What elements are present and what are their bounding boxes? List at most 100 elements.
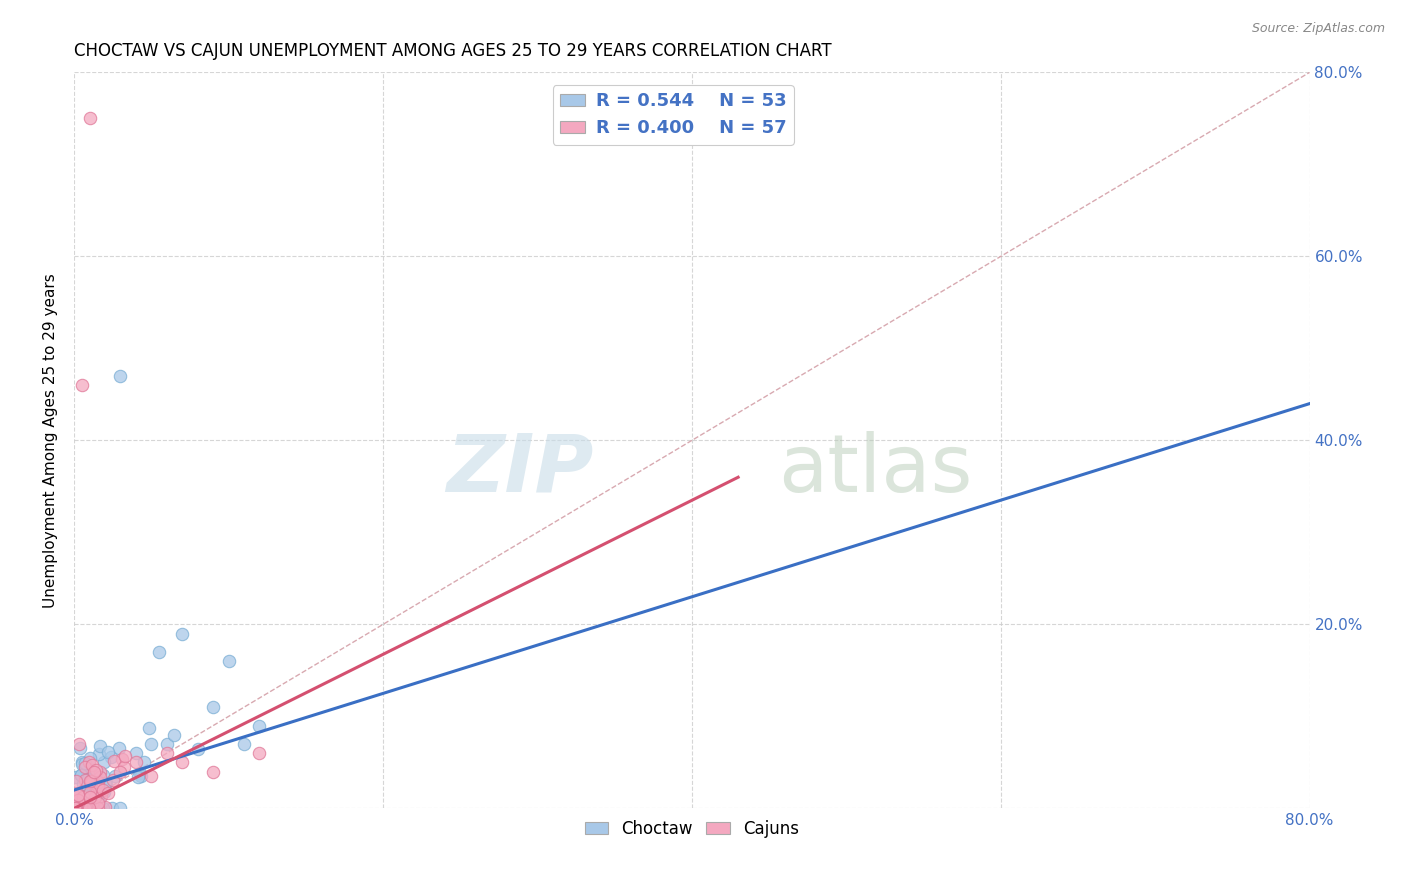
Text: atlas: atlas — [779, 431, 973, 508]
Point — [100, 750, 122, 764]
Point — [107, 740, 129, 755]
Point — [70, 755, 93, 769]
Point — [67, 788, 90, 802]
Point — [104, 769, 127, 783]
Point — [63, 801, 86, 815]
Point — [141, 769, 163, 783]
Point — [73, 772, 96, 787]
Point — [80, 757, 103, 772]
Point — [87, 779, 110, 793]
Point — [73, 756, 96, 771]
Point — [69, 768, 91, 782]
Point — [202, 764, 225, 779]
Point — [70, 378, 93, 392]
Point — [80, 790, 103, 805]
Point — [86, 772, 108, 787]
Point — [108, 801, 131, 815]
Point — [79, 774, 101, 789]
Point — [77, 801, 100, 815]
Point — [97, 786, 120, 800]
Point — [91, 768, 114, 782]
Point — [65, 801, 87, 815]
Point — [67, 792, 90, 806]
Point — [73, 768, 96, 782]
Point — [83, 764, 105, 779]
Point — [79, 112, 101, 126]
Point — [70, 801, 93, 815]
Point — [79, 785, 101, 799]
Point — [132, 756, 155, 770]
Point — [69, 768, 91, 782]
Point — [65, 774, 87, 789]
Point — [87, 801, 110, 815]
Point — [129, 769, 152, 783]
Text: Source: ZipAtlas.com: Source: ZipAtlas.com — [1251, 22, 1385, 36]
Point — [79, 790, 101, 805]
Point — [72, 790, 94, 805]
Point — [73, 801, 96, 815]
Point — [93, 785, 115, 799]
Point — [94, 800, 117, 814]
Point — [141, 737, 163, 751]
Point — [84, 789, 107, 804]
Point — [79, 789, 101, 804]
Point — [80, 776, 103, 790]
Point — [69, 799, 91, 814]
Point — [103, 754, 125, 768]
Point — [93, 756, 115, 770]
Point — [79, 774, 101, 789]
Point — [218, 654, 240, 668]
Point — [89, 797, 111, 811]
Point — [89, 739, 111, 754]
Point — [94, 776, 117, 790]
Point — [111, 752, 134, 766]
Point — [70, 757, 93, 772]
Point — [63, 801, 86, 815]
Point — [63, 794, 86, 808]
Text: ZIP: ZIP — [446, 431, 593, 508]
Point — [84, 764, 107, 778]
Point — [80, 801, 103, 815]
Point — [89, 764, 111, 779]
Point — [73, 784, 96, 798]
Point — [65, 770, 87, 784]
Point — [187, 741, 209, 756]
Point — [128, 765, 150, 780]
Point — [91, 782, 114, 797]
Point — [73, 767, 96, 781]
Point — [156, 737, 179, 751]
Point — [112, 760, 135, 774]
Point — [172, 756, 194, 770]
Point — [82, 797, 104, 811]
Point — [67, 797, 90, 811]
Point — [91, 801, 114, 815]
Point — [75, 760, 97, 774]
Point — [101, 801, 124, 815]
Point — [247, 746, 270, 760]
Point — [79, 751, 101, 765]
Point — [114, 748, 136, 763]
Point — [87, 747, 110, 762]
Y-axis label: Unemployment Among Ages 25 to 29 years: Unemployment Among Ages 25 to 29 years — [44, 273, 58, 607]
Point — [77, 789, 100, 803]
Point — [172, 626, 194, 640]
Point — [67, 737, 90, 751]
Point — [90, 789, 112, 803]
Point — [156, 746, 179, 760]
Point — [65, 801, 87, 815]
Point — [87, 774, 110, 789]
Point — [247, 718, 270, 732]
Point — [82, 769, 104, 783]
Point — [86, 782, 108, 797]
Point — [94, 776, 117, 790]
Point — [148, 645, 170, 659]
Point — [69, 740, 91, 755]
Point — [125, 746, 148, 760]
Point — [89, 770, 111, 784]
Point — [97, 745, 120, 759]
Point — [103, 773, 125, 788]
Point — [233, 737, 256, 751]
Point — [127, 771, 149, 785]
Point — [87, 796, 110, 810]
Point — [110, 764, 132, 779]
